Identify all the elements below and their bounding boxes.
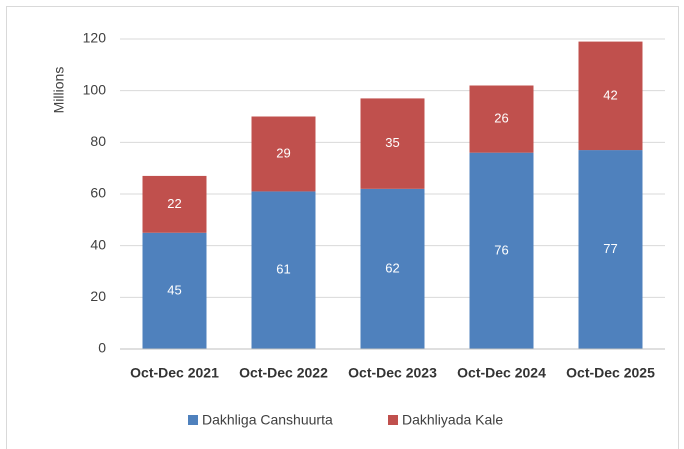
- y-tick-label: 120: [83, 30, 107, 46]
- x-tick-label: Oct-Dec 2021: [130, 365, 219, 381]
- x-tick-label: Oct-Dec 2024: [457, 365, 546, 381]
- x-tick-label: Oct-Dec 2023: [348, 365, 437, 381]
- bar-segment: [251, 191, 316, 349]
- data-label: 61: [276, 262, 290, 277]
- data-label: 22: [167, 196, 181, 211]
- data-label: 29: [276, 145, 290, 160]
- y-tick-label: 0: [98, 340, 106, 356]
- bar-segment: [469, 85, 534, 153]
- data-label: 77: [603, 241, 617, 256]
- bar-segment: [142, 175, 207, 233]
- data-label: 62: [385, 260, 399, 275]
- chart-border: [6, 6, 679, 449]
- data-label: 76: [494, 242, 508, 257]
- x-tick-label: Oct-Dec 2022: [239, 365, 328, 381]
- data-label: 35: [385, 135, 399, 150]
- legend-label: Dakhliga Canshuurta: [202, 412, 333, 428]
- data-label: 26: [494, 111, 508, 126]
- data-label: 42: [603, 87, 617, 102]
- y-tick-label: 80: [90, 133, 106, 149]
- y-tick-label: 20: [90, 288, 106, 304]
- bar-segment: [360, 98, 425, 189]
- bar-segment: [142, 232, 207, 349]
- y-tick-label: 100: [83, 81, 107, 97]
- data-label: 45: [167, 282, 181, 297]
- x-tick-label: Oct-Dec 2025: [566, 365, 655, 381]
- bar-segment: [578, 41, 643, 151]
- y-axis-label: Millions: [51, 67, 67, 114]
- legend-swatch: [188, 415, 198, 425]
- bar-segment: [469, 152, 534, 349]
- y-tick-label: 40: [90, 236, 106, 252]
- legend-label: Dakhliyada Kale: [402, 412, 503, 428]
- bar-segment: [578, 150, 643, 349]
- bar-segment: [251, 116, 316, 192]
- legend-swatch: [388, 415, 398, 425]
- y-tick-label: 60: [90, 185, 106, 201]
- bar-segment: [360, 188, 425, 349]
